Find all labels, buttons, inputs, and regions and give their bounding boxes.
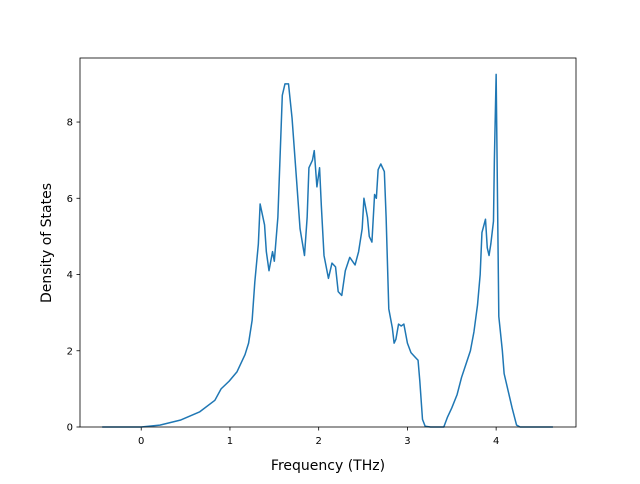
x-tick-label: 4 bbox=[493, 436, 499, 447]
dos-line bbox=[102, 73, 553, 428]
x-tick-label: 1 bbox=[227, 436, 233, 447]
x-tick-label: 0 bbox=[138, 436, 144, 447]
y-axis-label: Density of States bbox=[39, 183, 55, 303]
y-tick-label: 0 bbox=[67, 423, 73, 434]
plot-frame bbox=[79, 57, 577, 428]
x-tick-label: 3 bbox=[404, 436, 410, 447]
y-tick-label: 6 bbox=[67, 194, 73, 205]
y-tick-label: 2 bbox=[67, 346, 73, 357]
y-tick-label: 4 bbox=[67, 270, 73, 281]
y-tick-label: 8 bbox=[67, 118, 73, 129]
x-tick-label: 2 bbox=[315, 436, 321, 447]
x-axis-label: Frequency (THz) bbox=[271, 458, 385, 474]
